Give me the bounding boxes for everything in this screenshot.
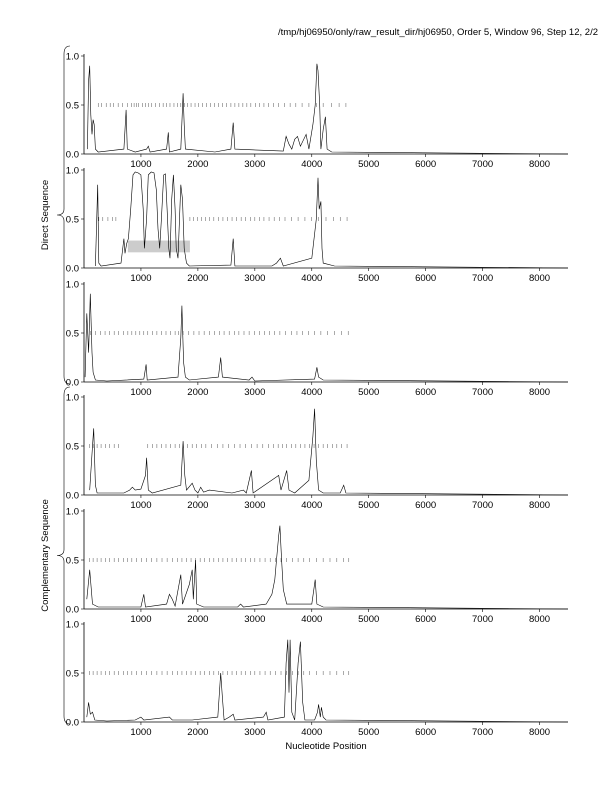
x-tick-label: 1000 xyxy=(130,387,151,398)
series-line xyxy=(86,639,569,723)
group-label-complementary: Complementary Sequence xyxy=(40,499,51,611)
y-tick-label: 0.5 xyxy=(66,214,79,225)
y-tick-label: 0.5 xyxy=(66,441,79,452)
x-tick-label: 2000 xyxy=(187,614,208,625)
x-tick-label: 5000 xyxy=(358,727,379,738)
x-tick-label: 2000 xyxy=(187,500,208,511)
x-tick-label: 6000 xyxy=(415,159,436,170)
series-line xyxy=(87,63,569,155)
panel-2: 0.0 0.5 1.0 1000 2000 3000 4000 5000 6000 7000 800… xyxy=(66,165,569,284)
x-tick-label: 7000 xyxy=(472,614,493,625)
x-tick-label: 4000 xyxy=(301,387,322,398)
y-tick-label: 0.5 xyxy=(66,100,79,111)
x-tick-label: 5000 xyxy=(358,387,379,398)
x-tick-label: 7000 xyxy=(472,500,493,511)
highlight-region xyxy=(127,240,190,253)
panel-5: 0.0 0.5 1.0 1000 2000 3000 4000 5000 6000 7000 800… xyxy=(66,506,569,625)
panel-1: 0.0 0.5 1.0 1000 2000 3000 4000 5000 6000 7000 800… xyxy=(66,51,569,170)
x-tick-label: 6000 xyxy=(415,387,436,398)
series-line xyxy=(95,171,569,269)
x-tick-label: 1000 xyxy=(130,727,151,738)
x-tick-label: 5000 xyxy=(358,500,379,511)
y-tick-label: 1.0 xyxy=(66,392,79,403)
x-tick-label: 8000 xyxy=(529,273,550,284)
x-tick-label: 7000 xyxy=(472,387,493,398)
x-tick-label: 4000 xyxy=(301,614,322,625)
y-tick-label: 0.5 xyxy=(66,555,79,566)
x-tick-label: 4000 xyxy=(301,500,322,511)
y-tick-label: 0.0 xyxy=(66,717,79,728)
group-brace-complementary xyxy=(56,386,71,725)
x-tick-label: 2000 xyxy=(187,387,208,398)
x-tick-label: 1000 xyxy=(130,614,151,625)
x-tick-label: 3000 xyxy=(244,727,265,738)
series-line xyxy=(86,525,569,610)
x-tick-label: 3000 xyxy=(244,273,265,284)
x-tick-label: 2000 xyxy=(187,159,208,170)
y-tick-label: 1.0 xyxy=(66,279,79,290)
x-tick-label: 3000 xyxy=(244,500,265,511)
x-tick-label: 1000 xyxy=(130,159,151,170)
x-tick-label: 8000 xyxy=(529,159,550,170)
x-tick-label: 7000 xyxy=(472,273,493,284)
x-tick-label: 1000 xyxy=(130,500,151,511)
y-tick-label: 1.0 xyxy=(66,51,79,62)
y-tick-label: 1.0 xyxy=(66,619,79,630)
x-tick-label: 3000 xyxy=(244,387,265,398)
y-tick-label: 0.0 xyxy=(66,149,79,160)
y-tick-label: 0.0 xyxy=(66,490,79,501)
x-tick-label: 8000 xyxy=(529,387,550,398)
series-line xyxy=(84,293,569,383)
panels-group: 0.0 0.5 1.0 1000 2000 3000 4000 5000 6000 7000 800… xyxy=(66,51,569,738)
panel-4: 0.0 0.5 1.0 1000 2000 3000 4000 5000 6000 7000 800… xyxy=(66,392,569,511)
x-tick-label: 7000 xyxy=(472,727,493,738)
y-tick-label: 0.5 xyxy=(66,668,79,679)
x-tick-label: 8000 xyxy=(529,500,550,511)
x-tick-label: 4000 xyxy=(301,159,322,170)
x-tick-label: 2000 xyxy=(187,727,208,738)
x-tick-label: 6000 xyxy=(415,614,436,625)
x-tick-label: 6000 xyxy=(415,500,436,511)
page-header-title: /tmp/hj06950/only/raw_result_dir/hj06950… xyxy=(277,27,598,38)
x-tick-label: 3000 xyxy=(244,614,265,625)
group-label-direct: Direct Sequence xyxy=(40,180,51,250)
y-tick-label: 0.0 xyxy=(66,377,79,388)
x-tick-label: 8000 xyxy=(529,614,550,625)
x-tick-label: 6000 xyxy=(415,727,436,738)
panel-6: 0.0 0.5 1.0 1000 2000 3000 4000 5000 6000 7000 800… xyxy=(66,619,569,738)
y-tick-label: 0.0 xyxy=(66,604,79,615)
x-tick-label: 5000 xyxy=(358,273,379,284)
x-tick-label: 4000 xyxy=(301,273,322,284)
x-tick-label: 6000 xyxy=(415,273,436,284)
x-tick-label: 5000 xyxy=(358,614,379,625)
y-tick-label: 1.0 xyxy=(66,506,79,517)
y-tick-label: 0.0 xyxy=(66,263,79,274)
x-tick-label: 3000 xyxy=(244,159,265,170)
x-tick-label: 1000 xyxy=(130,273,151,284)
x-tick-label: 7000 xyxy=(472,159,493,170)
panel-3: 0.0 0.5 1.0 1000 2000 3000 4000 5000 6000 7000 800… xyxy=(66,279,569,398)
x-tick-label: 4000 xyxy=(301,727,322,738)
x-tick-label: 2000 xyxy=(187,273,208,284)
group-brace-direct xyxy=(56,45,71,385)
x-tick-label: 8000 xyxy=(529,727,550,738)
series-line xyxy=(89,408,569,496)
y-tick-label: 1.0 xyxy=(66,165,79,176)
x-axis-label: Nucleotide Position xyxy=(285,741,366,752)
y-tick-label: 0.5 xyxy=(66,328,79,339)
x-tick-label: 5000 xyxy=(358,159,379,170)
